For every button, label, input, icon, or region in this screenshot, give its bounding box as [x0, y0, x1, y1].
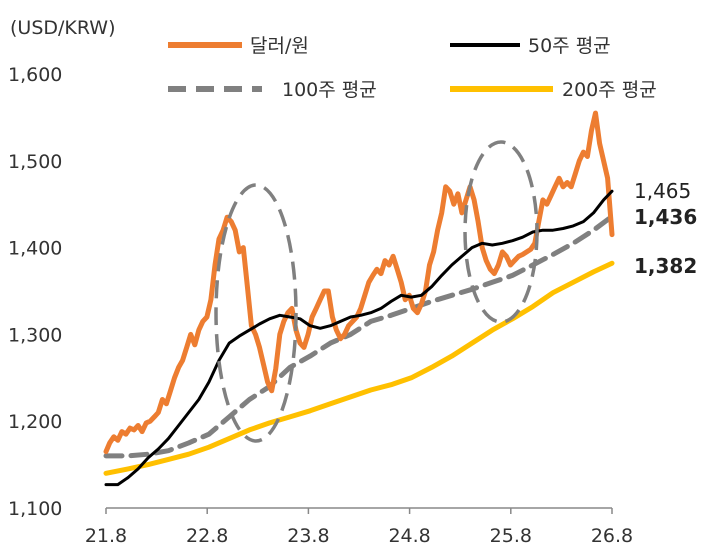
- highlight-ellipse-2025: [463, 140, 539, 324]
- y-tick-label: 1,500: [8, 151, 62, 173]
- end-value-label: 1,436: [634, 205, 697, 229]
- legend-label-ma200: 200주 평균: [562, 79, 657, 101]
- series-line-ma50: [104, 189, 614, 487]
- legend-label-spot: 달러/원: [250, 35, 309, 57]
- series-line-spot: [103, 110, 615, 455]
- highlight-ellipse-2022: [214, 183, 298, 443]
- x-tick-label: 23.8: [287, 525, 329, 547]
- y-axis-ticks: 1,100 1,200 1,300 1,400 1,500 1,600: [8, 64, 62, 520]
- x-tick-label: 22.8: [186, 525, 228, 547]
- x-tick-label: 21.8: [85, 525, 127, 547]
- series-line-ma100: [103, 213, 615, 459]
- y-tick-label: 1,300: [8, 324, 62, 346]
- legend: 달러/원 50주 평균 100주 평균 200주 평균: [168, 35, 657, 101]
- x-tick-label: 25.8: [490, 525, 532, 547]
- x-tick-label: 26.8: [591, 525, 633, 547]
- x-axis-ticks: 21.8 22.8 23.8 24.8 25.8 26.8: [85, 508, 633, 547]
- y-unit-label: (USD/KRW): [10, 17, 116, 39]
- y-tick-label: 1,200: [8, 411, 62, 433]
- series-layer: [103, 110, 615, 487]
- legend-label-ma100: 100주 평균: [282, 79, 377, 101]
- y-tick-label: 1,100: [8, 498, 62, 520]
- x-tick-label: 24.8: [388, 525, 430, 547]
- series-line-ma200: [103, 260, 615, 476]
- y-tick-label: 1,400: [8, 238, 62, 260]
- end-value-label: 1,465: [634, 179, 691, 203]
- end-value-label: 1,382: [634, 254, 697, 278]
- legend-label-ma50: 50주 평균: [528, 35, 611, 57]
- y-tick-label: 1,600: [8, 64, 62, 86]
